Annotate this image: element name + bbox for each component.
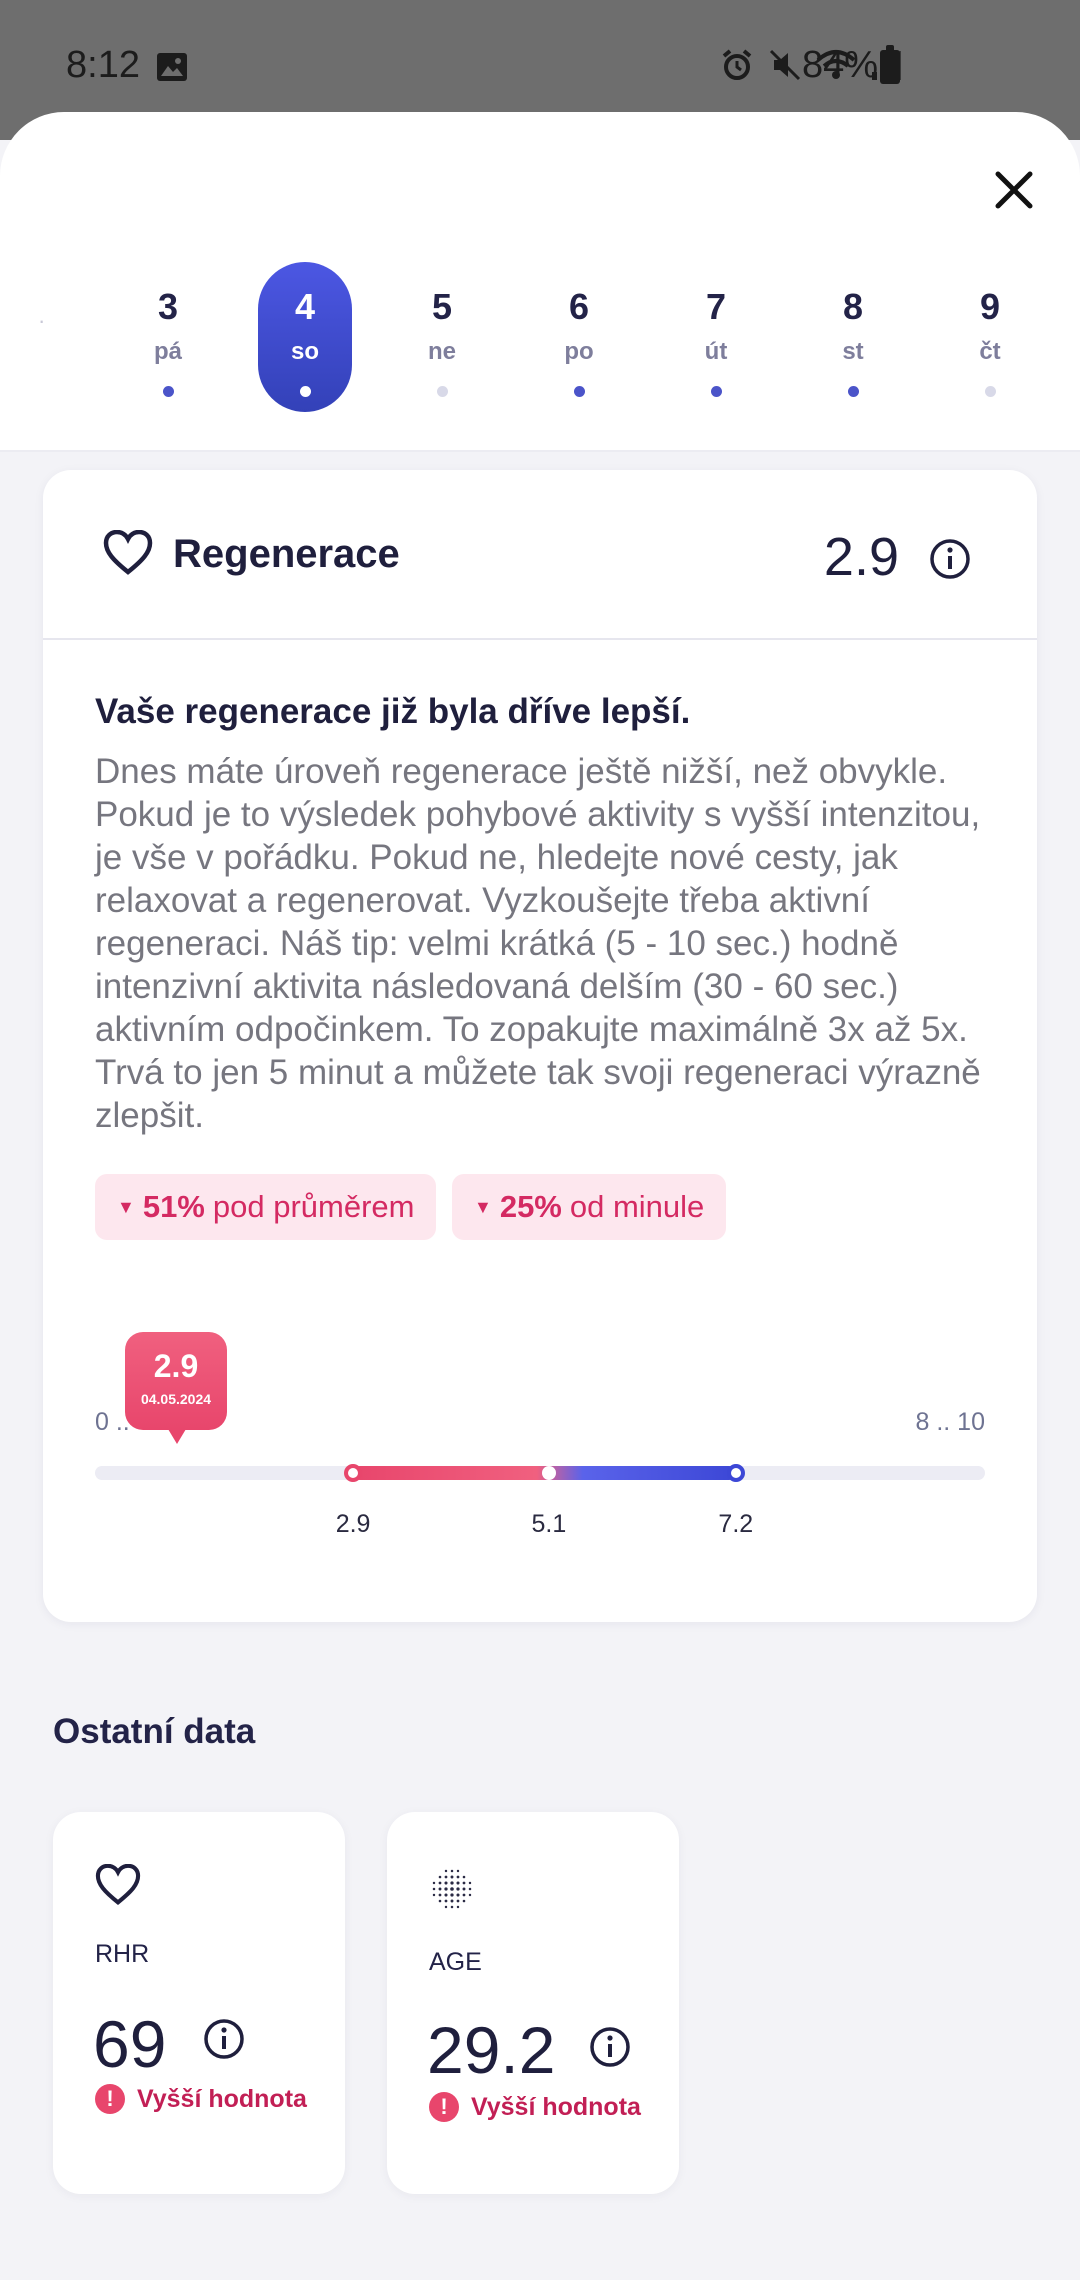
day-weekday: út (704, 338, 728, 365)
day-number: 8 (842, 286, 864, 327)
day-strip: 3 pá 4 so 5 ne 6 po 7 út 8 st 9 čt (0, 262, 1080, 432)
day-data-dot (436, 386, 448, 397)
day-data-dot (573, 386, 585, 397)
partial-day-edge: · (38, 308, 46, 333)
day-weekday: čt (979, 338, 1001, 365)
rhr-label: RHR (95, 1940, 150, 1968)
scale-marker-0 (344, 1464, 363, 1482)
bubble-date: 04.05.2024 (140, 1391, 212, 1407)
day-number: 9 (979, 286, 1001, 327)
day-number: 6 (568, 286, 590, 327)
date-selector-sheet: · 3 pá 4 so 5 ne 6 po 7 út 8 st 9 čt (0, 112, 1080, 452)
image-icon (157, 53, 187, 81)
card-title: Regenerace (173, 532, 400, 576)
status-time: 8:12 (66, 44, 140, 86)
info-icon[interactable] (589, 2026, 631, 2068)
day-2[interactable]: 5 ne (395, 262, 489, 412)
scale-tick-label: 7.2 (718, 1510, 754, 1538)
day-5[interactable]: 8 st (806, 262, 900, 412)
scale-tick-label: 5.1 (531, 1510, 567, 1538)
rhr-value: 69 (93, 2007, 167, 2081)
regeneration-card: Regenerace 2.9 Vaše regenerace již byla … (43, 470, 1037, 1622)
scale-marker-1 (541, 1466, 556, 1480)
day-number: 5 (431, 286, 453, 327)
age-card[interactable]: AGE 29.2 ! Vyšší hodnota (387, 1812, 679, 2194)
range-low-label: 0 .. (95, 1408, 130, 1436)
day-0[interactable]: 3 pá (121, 262, 215, 412)
heart-icon (103, 530, 153, 575)
day-weekday: so (290, 338, 319, 365)
range-high-label: 8 .. 10 (915, 1408, 986, 1436)
down-arrow-icon: ▼ (474, 1196, 492, 1217)
close-icon[interactable] (984, 160, 1044, 220)
day-weekday: pá (153, 338, 182, 365)
day-1[interactable]: 4 so (258, 262, 352, 412)
day-3[interactable]: 6 po (532, 262, 626, 412)
card-header: Regenerace 2.9 (43, 470, 1037, 640)
day-number: 3 (157, 286, 179, 327)
current-value-bubble: 2.9 04.05.2024 (125, 1332, 227, 1444)
badge-below-average: ▼ 51% pod průměrem (95, 1174, 437, 1240)
regeneration-value: 2.9 (823, 527, 899, 587)
rhr-status: ! Vyšší hodnota (95, 2084, 307, 2114)
day-6[interactable]: 9 čt (943, 262, 1037, 412)
alert-icon: ! (95, 2084, 125, 2114)
battery-icon (880, 45, 900, 84)
day-weekday: po (564, 338, 594, 365)
other-data-title: Ostatní data (53, 1712, 256, 1751)
scale-tick-label: 2.9 (335, 1510, 371, 1538)
rhr-card[interactable]: RHR 69 ! Vyšší hodnota (53, 1812, 345, 2194)
day-weekday: st (842, 338, 864, 365)
age-label: AGE (429, 1948, 482, 1976)
down-arrow-icon: ▼ (117, 1196, 135, 1217)
heart-icon (95, 1864, 141, 1905)
battery-percent: 84% (802, 44, 879, 86)
dots-sphere-icon (432, 1869, 472, 1909)
wifi-icon (816, 50, 856, 79)
alert-icon: ! (429, 2092, 459, 2122)
day-data-dot (984, 386, 996, 397)
age-value: 29.2 (427, 2013, 556, 2087)
day-data-dot (710, 386, 722, 397)
day-number: 4 (294, 286, 316, 327)
regeneration-headline: Vaše regenerace již byla dříve lepší. (95, 692, 691, 731)
day-weekday: ne (427, 338, 456, 365)
scale-track (95, 1464, 985, 1482)
scale-marker-2 (726, 1464, 745, 1482)
alarm-icon (722, 49, 752, 80)
day-4[interactable]: 7 út (669, 262, 763, 412)
day-number: 7 (705, 286, 727, 327)
mute-icon (769, 49, 801, 81)
badge-since-last: ▼ 25% od minule (452, 1174, 727, 1240)
info-icon[interactable] (203, 2018, 245, 2060)
age-status: ! Vyšší hodnota (429, 2092, 641, 2122)
day-data-dot (162, 386, 174, 397)
day-data-dot (847, 386, 859, 397)
info-icon[interactable] (929, 538, 971, 580)
regeneration-description: Dnes máte úroveň regenerace ještě nižší,… (95, 752, 981, 1135)
day-data-dot (299, 386, 311, 397)
bubble-value: 2.9 (153, 1348, 199, 1384)
